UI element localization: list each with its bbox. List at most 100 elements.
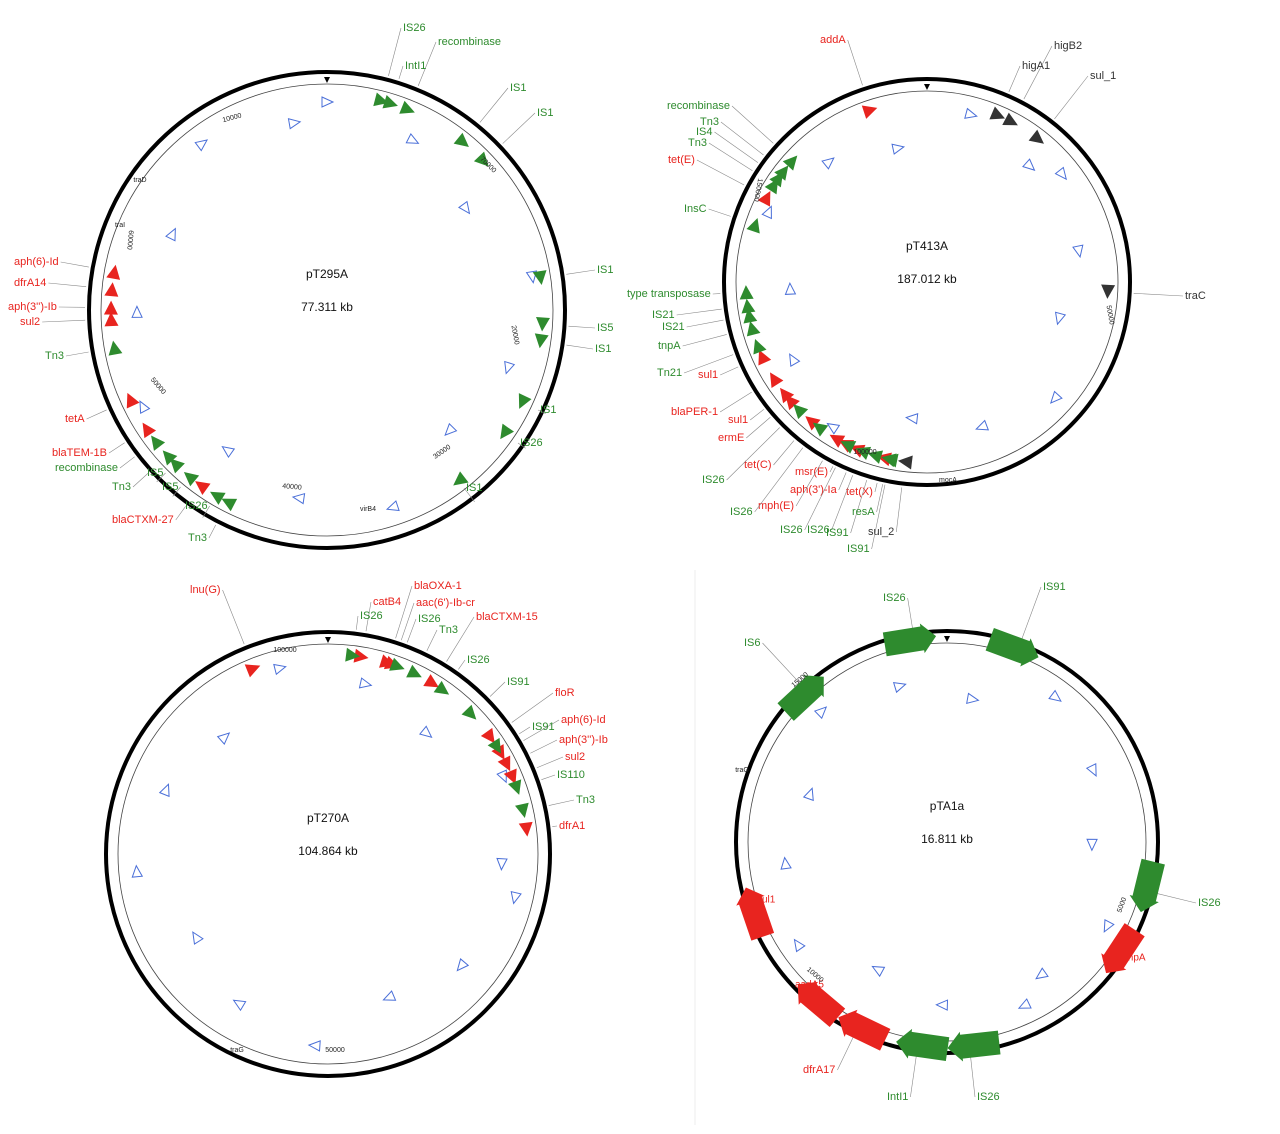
leader-line xyxy=(763,643,801,684)
feature-label: aph(6)-Id xyxy=(14,256,59,268)
gene-arrow xyxy=(309,1040,321,1051)
leader-line xyxy=(683,334,727,346)
gene-label: traG xyxy=(230,1047,244,1054)
gene-arrow xyxy=(231,996,246,1010)
origin-marker xyxy=(324,77,330,83)
leader-line xyxy=(48,283,86,287)
leader-line xyxy=(223,590,245,644)
feature-label: IS1 xyxy=(510,82,527,94)
plasmid-name: pT413A xyxy=(906,239,948,253)
leader-line xyxy=(908,598,913,630)
feature-label: sul_1 xyxy=(1090,70,1116,82)
leader-line xyxy=(746,417,770,438)
feature-arrow xyxy=(137,419,156,438)
feature-label: blaPER-1 xyxy=(671,406,718,418)
feature-label: IS1 xyxy=(595,343,612,355)
gene-arrow xyxy=(790,937,804,952)
leader-line xyxy=(1021,587,1041,640)
plasmid-name: pT270A xyxy=(307,811,349,825)
gene-arrow xyxy=(1055,167,1070,182)
leader-line xyxy=(910,1055,916,1097)
plasmid-name: pTA1a xyxy=(930,799,965,813)
plasmid-name: pT295A xyxy=(306,267,348,281)
feature-arrow xyxy=(382,95,400,113)
leader-line xyxy=(721,122,764,155)
gene-arrow xyxy=(822,154,837,169)
leader-line xyxy=(519,727,530,734)
leader-line xyxy=(848,40,863,85)
feature-label: IS26 xyxy=(403,22,426,34)
feature-label: sul2 xyxy=(20,316,40,328)
leader-line xyxy=(1009,66,1020,92)
feature-label: catB4 xyxy=(373,596,401,608)
leader-line xyxy=(480,88,508,122)
feature-label: lnu(G) xyxy=(190,584,221,596)
gene-arrow xyxy=(906,413,918,424)
gene-arrow xyxy=(131,865,142,877)
leader-line xyxy=(877,484,883,512)
feature-arrow xyxy=(106,339,122,355)
position-tick: 50000 xyxy=(1105,305,1115,325)
feature-label: Tn3 xyxy=(439,624,458,636)
feature-label: tet(C) xyxy=(744,459,772,471)
position-tick: 5000 xyxy=(1116,897,1128,914)
leader-line xyxy=(677,309,722,315)
feature-label: Tn3 xyxy=(188,532,207,544)
gene-arrow xyxy=(936,1000,947,1010)
feature-label: blaTEM-1B xyxy=(52,447,107,459)
gene-arrow xyxy=(785,352,799,367)
feature-label: IS26 xyxy=(702,474,725,486)
gene-arrow xyxy=(1100,920,1114,934)
feature-label: recombinase xyxy=(55,462,118,474)
gene-arrow xyxy=(762,204,776,218)
feature-arrow xyxy=(206,486,225,505)
feature-arrow xyxy=(245,659,263,677)
feature-label: ermE xyxy=(718,432,744,444)
gene-arrow xyxy=(1087,764,1101,778)
gene-arrow xyxy=(1023,159,1038,174)
gene-arrow xyxy=(967,693,980,705)
leader-line xyxy=(42,320,85,322)
feature-arrow xyxy=(894,1027,950,1064)
leader-line xyxy=(709,143,752,171)
feature-label: IS1 xyxy=(537,107,554,119)
gene-arrow xyxy=(166,226,180,240)
leader-line xyxy=(687,320,724,327)
gene-arrow xyxy=(509,892,521,905)
gene-arrow xyxy=(219,443,234,458)
feature-label: IS91 xyxy=(532,721,555,733)
leader-line xyxy=(407,619,416,642)
feature-label: IS26 xyxy=(360,610,383,622)
feature-label: aph(6)-Id xyxy=(561,714,606,726)
gene-arrow xyxy=(780,857,791,869)
feature-arrow xyxy=(732,883,777,942)
position-tick: 100000 xyxy=(853,449,876,456)
gene-arrow xyxy=(420,726,435,741)
leader-line xyxy=(970,1056,975,1097)
origin-marker xyxy=(944,636,950,642)
gene-arrow xyxy=(1047,391,1062,406)
feature-arrow xyxy=(533,270,549,286)
feature-label: aph(3'')-Ib xyxy=(559,734,608,746)
leader-line xyxy=(399,66,403,79)
gene-arrow xyxy=(274,662,287,674)
feature-label: aph(3')-Ia xyxy=(790,484,838,496)
feature-label: type transposase xyxy=(627,288,711,300)
plasmid-size: 187.012 kb xyxy=(897,272,957,286)
position-tick: 10000 xyxy=(222,112,243,124)
feature-label: dfrA1 xyxy=(559,820,585,832)
feature-label: IS26 xyxy=(467,654,490,666)
gene-arrow xyxy=(132,306,142,317)
feature-label: traC xyxy=(1185,290,1206,302)
leader-line xyxy=(427,630,437,651)
feature-label: blaOXA-1 xyxy=(414,580,462,592)
position-tick: 50000 xyxy=(325,1047,345,1054)
leader-line xyxy=(715,132,758,163)
leader-line xyxy=(61,262,89,267)
gene-arrow xyxy=(1073,245,1085,258)
position-tick: 30000 xyxy=(432,444,452,461)
feature-label: IS21 xyxy=(652,309,675,321)
feature-label: IS5 xyxy=(162,481,179,493)
feature-label: IS91 xyxy=(826,527,849,539)
